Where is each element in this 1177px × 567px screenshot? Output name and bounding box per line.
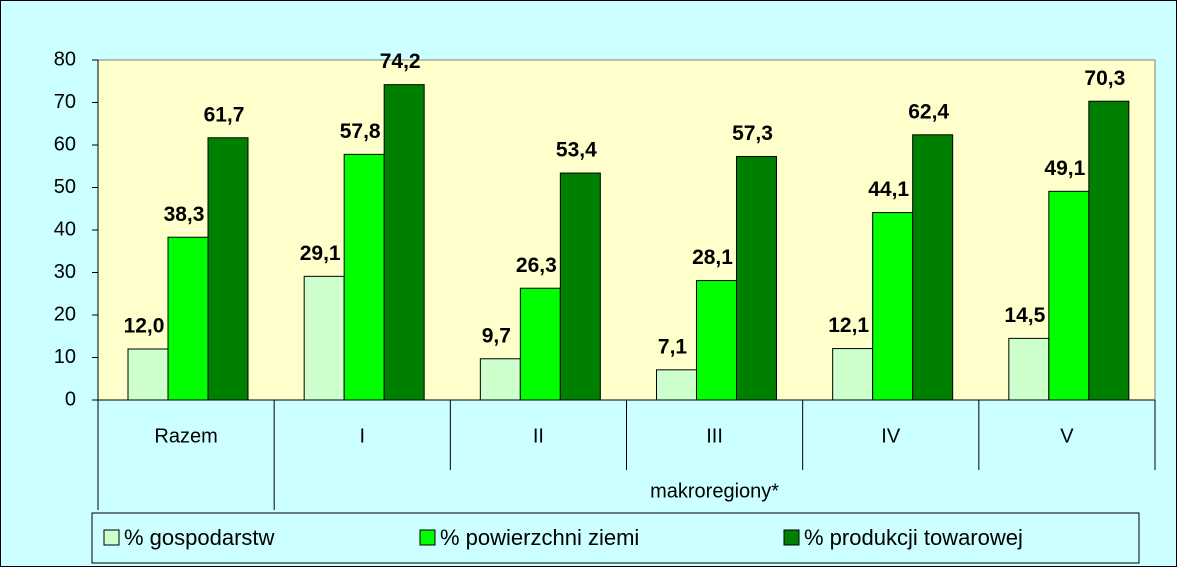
legend-box	[91, 512, 1140, 564]
x-tick-label: Razem	[154, 425, 217, 447]
x-tick-label: III	[706, 425, 723, 447]
value-label: 57,3	[732, 122, 773, 145]
bar	[559, 172, 601, 401]
bar	[519, 287, 561, 401]
value-label: 7,1	[658, 335, 688, 358]
y-tick-label: 60	[54, 133, 76, 155]
bar	[303, 275, 345, 401]
legend-marker	[783, 529, 800, 546]
value-label: 53,4	[556, 139, 597, 162]
y-tick-label: 40	[54, 218, 76, 240]
bar	[167, 236, 209, 401]
bar	[656, 369, 697, 401]
legend-marker	[103, 529, 120, 546]
value-label: 74,2	[380, 50, 421, 73]
bar	[1088, 100, 1130, 401]
bar	[1048, 190, 1090, 401]
y-tick-label: 50	[54, 176, 76, 198]
value-label: 28,1	[692, 246, 733, 269]
value-label: 62,4	[908, 100, 949, 123]
bar	[127, 348, 169, 401]
bar	[912, 134, 954, 401]
bar	[479, 358, 521, 401]
x-tick-label: IV	[881, 425, 901, 447]
value-label: 70,3	[1084, 67, 1125, 90]
value-label: 26,3	[516, 254, 557, 277]
value-label: 12,0	[124, 315, 165, 338]
value-label: 14,5	[1004, 304, 1045, 327]
bar	[832, 348, 874, 401]
value-label: 12,1	[828, 314, 869, 337]
y-tick-label: 0	[65, 388, 76, 410]
y-tick-label: 30	[54, 261, 76, 283]
y-tick-label: 70	[54, 91, 76, 113]
value-label: 44,1	[868, 178, 909, 201]
legend-marker	[419, 529, 436, 546]
x-tick-label: I	[359, 425, 365, 447]
plot-area	[97, 59, 1156, 401]
y-tick-label: 20	[54, 303, 76, 325]
bar	[383, 84, 425, 401]
bar	[1008, 337, 1050, 401]
value-label: 29,1	[300, 242, 341, 265]
bar	[872, 212, 914, 401]
x-tick-label: II	[533, 425, 544, 447]
value-label: 57,8	[340, 120, 381, 143]
legend-label: % gospodarstw	[124, 525, 275, 550]
value-label: 38,3	[164, 203, 205, 226]
legend-label: % powierzchni ziemi	[440, 525, 639, 550]
value-label: 61,7	[204, 103, 245, 126]
x-tick-label: V	[1060, 425, 1074, 447]
bar	[207, 137, 249, 401]
value-label: 9,7	[482, 324, 511, 347]
bar	[696, 280, 737, 401]
bar	[736, 155, 777, 401]
bar	[343, 153, 385, 401]
y-tick-label: 10	[54, 346, 76, 368]
x-group-label: makroregiony*	[650, 480, 779, 502]
value-label: 49,1	[1044, 157, 1085, 180]
y-tick-label: 80	[54, 48, 76, 70]
legend-label: % produkcji towarowej	[804, 525, 1023, 550]
